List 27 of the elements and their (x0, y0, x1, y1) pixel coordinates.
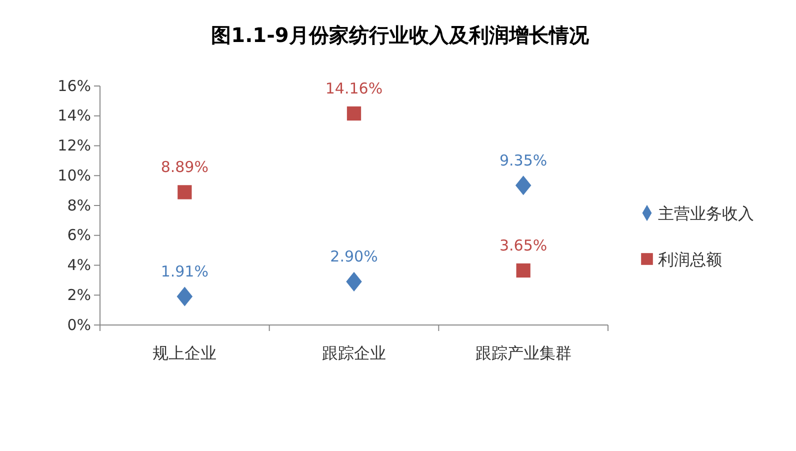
y-tick-label: 8% (67, 196, 91, 214)
y-tick-label: 16% (58, 76, 91, 95)
point (176, 286, 193, 306)
y-tick-label: 2% (67, 286, 91, 304)
x-tick-label: 跟踪产业集群 (475, 343, 572, 362)
point (346, 106, 362, 121)
y-tick-label: 6% (67, 226, 91, 244)
y-tick-label: 4% (67, 256, 91, 274)
data-label: 9.35% (500, 151, 548, 170)
point (346, 272, 362, 292)
data-label: 8.89% (160, 158, 208, 176)
y-tick-label: 0% (67, 316, 91, 334)
x-tick-label: 跟踪企业 (322, 343, 386, 362)
y-tick-label: 10% (58, 166, 91, 184)
point (515, 176, 532, 196)
data-label: 2.90% (330, 248, 378, 266)
legend-label: 主营业务收入 (658, 204, 754, 223)
point (178, 185, 192, 200)
chart-title: 图1.1-9月份家纺行业收入及利润增长情况 (211, 23, 590, 47)
y-tick-label: 12% (58, 136, 91, 155)
legend-label: 利润总额 (658, 250, 722, 269)
point (516, 263, 530, 278)
data-label: 1.91% (160, 262, 208, 280)
data-label: 3.65% (500, 236, 548, 254)
x-tick-label: 规上企业 (152, 343, 217, 362)
y-tick-label: 14% (58, 106, 91, 125)
data-label: 14.16% (325, 79, 383, 98)
